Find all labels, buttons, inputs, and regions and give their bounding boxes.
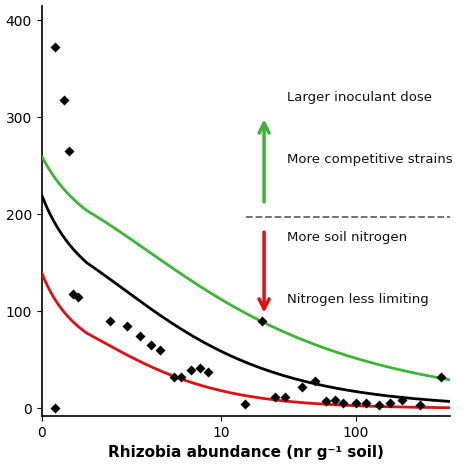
Point: [352, 399, 359, 406]
Point: [416, 401, 424, 408]
Point: [69, 290, 77, 298]
X-axis label: Rhizobia abundance (nr g⁻¹ soil): Rhizobia abundance (nr g⁻¹ soil): [108, 445, 383, 460]
Point: [171, 374, 178, 381]
Point: [187, 366, 195, 373]
Text: Larger inoculant dose: Larger inoculant dose: [286, 91, 431, 104]
Point: [137, 332, 144, 339]
Text: More soil nitrogen: More soil nitrogen: [286, 231, 407, 244]
Point: [322, 397, 329, 404]
Text: Nitrogen less limiting: Nitrogen less limiting: [286, 293, 428, 306]
Point: [204, 368, 212, 375]
Text: More competitive strains: More competitive strains: [286, 153, 452, 166]
Point: [311, 377, 319, 385]
Point: [271, 393, 278, 400]
Point: [437, 374, 445, 381]
Point: [398, 396, 406, 404]
Point: [51, 43, 59, 51]
Point: [282, 393, 289, 400]
Point: [107, 317, 114, 325]
Point: [156, 346, 164, 354]
Point: [339, 399, 346, 406]
Point: [331, 396, 338, 404]
Point: [363, 399, 370, 406]
Point: [241, 400, 248, 407]
Point: [51, 404, 59, 412]
Point: [258, 317, 265, 325]
Point: [196, 364, 204, 371]
Point: [65, 147, 73, 155]
Point: [60, 96, 68, 103]
Point: [74, 293, 82, 301]
Point: [386, 399, 394, 406]
Point: [298, 384, 306, 391]
Point: [123, 322, 131, 329]
Point: [375, 401, 383, 408]
Point: [177, 374, 184, 381]
Point: [147, 342, 155, 349]
